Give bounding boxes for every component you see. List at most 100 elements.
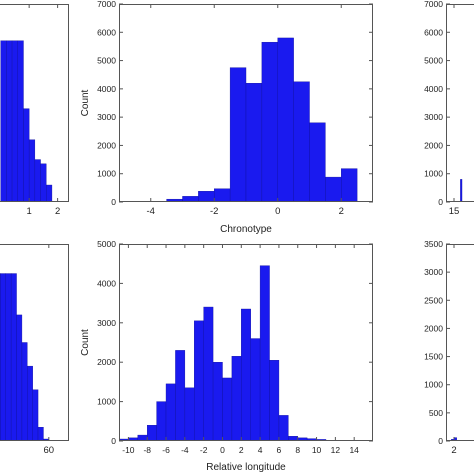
x-axis-label: Chronotype (220, 224, 272, 235)
histogram-bar (269, 360, 280, 441)
histogram-bar (23, 108, 30, 202)
x-tick-label: 14 (349, 445, 359, 455)
y-tick-label: 0 (111, 436, 116, 446)
x-tick-label: -2 (200, 445, 208, 455)
histogram-bar (5, 273, 12, 441)
histogram-bar (214, 188, 231, 202)
histogram-bar (309, 122, 326, 202)
histogram-bar (21, 342, 28, 441)
x-tick-label: 15 (449, 206, 460, 217)
panel-bottom-left-bars (0, 273, 50, 441)
y-tick-label: 5000 (97, 239, 116, 249)
histogram-bar (40, 163, 47, 202)
x-tick-label: 0 (275, 206, 280, 217)
histogram-bar (0, 273, 6, 441)
x-tick-label: 2 (451, 445, 456, 456)
histogram-bar (28, 139, 36, 202)
y-tick-label: 2000 (97, 140, 116, 150)
panel-top-right: 15 0 1000 2000 3000 4000 5000 6000 7000 (424, 0, 474, 217)
x-tick-label: 2 (339, 206, 344, 217)
y-tick-label: 4000 (97, 84, 116, 94)
y-tick-label: 1000 (424, 169, 443, 179)
histogram-bar (32, 389, 39, 441)
panel-top-middle-frame (119, 4, 373, 202)
histogram-bar (212, 362, 223, 441)
histogram-bar (175, 350, 186, 441)
histogram-bar (460, 179, 463, 202)
panel-bottom-middle: -10 -8 -6 -4 -2 0 2 4 6 8 10 12 14 0 1000 2000 3000 4000 5… (80, 239, 373, 473)
histogram-bar (229, 67, 247, 202)
histogram-bar (11, 40, 18, 202)
histogram-bar (222, 377, 233, 441)
panel-bottom-left: 60 (0, 244, 69, 456)
y-tick-label: 5000 (424, 56, 443, 66)
y-tick-label: 5000 (97, 56, 116, 66)
x-tick-label: -6 (162, 445, 170, 455)
panel-top-left-frame (0, 4, 69, 202)
y-axis-label: Count (80, 329, 91, 356)
histogram-bar (293, 81, 310, 202)
y-tick-label: 0 (111, 197, 116, 207)
histogram-bar (34, 159, 41, 202)
y-tick-label: 2000 (424, 323, 443, 333)
histogram-bar (10, 273, 17, 441)
panel-top-right-bars (460, 179, 463, 202)
x-tick-label: 6 (277, 445, 282, 455)
panel-top-right-frame (446, 4, 474, 202)
y-tick-label: 0 (438, 197, 443, 207)
y-tick-label: 1000 (97, 397, 116, 407)
histogram-bar (27, 365, 33, 441)
x-tick-label: 12 (331, 445, 341, 455)
panel-bottom-right-frame (446, 244, 474, 441)
histogram-bar (0, 40, 7, 202)
y-tick-label: 7000 (424, 0, 443, 9)
histogram-bar (278, 415, 289, 441)
histogram-bar (259, 265, 270, 441)
histogram-bar (203, 306, 214, 441)
y-tick-label: 3000 (97, 112, 116, 122)
panel-bottom-middle-frame (119, 244, 373, 441)
x-tick-label: -4 (181, 445, 189, 455)
x-tick-label: 1 (27, 206, 32, 217)
y-tick-label: 3000 (97, 318, 116, 328)
y-tick-label: 500 (429, 408, 443, 418)
histogram-bar (46, 184, 53, 202)
histogram-bar (241, 308, 251, 441)
histogram-bar (6, 40, 13, 202)
x-tick-label: -2 (210, 206, 218, 217)
y-tick-label: 1000 (97, 169, 116, 179)
y-tick-label: 1500 (424, 352, 443, 362)
y-tick-label: 0 (438, 436, 443, 446)
y-tick-label: 6000 (424, 27, 443, 37)
histogram-bar (156, 401, 167, 441)
x-tick-label: -4 (147, 206, 155, 217)
y-tick-label: 3000 (424, 267, 443, 277)
histogram-bar (245, 82, 263, 202)
y-tick-label: 3000 (424, 112, 443, 122)
y-tick-label: 7000 (97, 0, 116, 9)
panel-bottom-middle-bars (119, 265, 345, 441)
y-axis-label: Count (80, 89, 91, 116)
x-tick-label: 4 (258, 445, 263, 455)
x-tick-label: 8 (295, 445, 300, 455)
x-axis-label: Relative longitude (206, 462, 286, 473)
panel-bottom-left-frame (0, 244, 69, 441)
histogram-bar (37, 427, 44, 441)
x-tick-label: 0 (220, 445, 225, 455)
y-tick-label: 4000 (424, 84, 443, 94)
y-tick-label: 1000 (424, 380, 443, 390)
y-tick-label: 6000 (97, 27, 116, 37)
histogram-bar (147, 425, 157, 441)
x-tick-label: 2 (239, 445, 244, 455)
histogram-bar (261, 41, 278, 202)
y-tick-label: 3500 (424, 239, 443, 249)
histogram-bar (325, 176, 342, 202)
histogram-bar (198, 191, 215, 202)
histogram-bar (341, 168, 358, 202)
y-tick-label: 2000 (97, 357, 116, 367)
histogram-bar (184, 387, 195, 441)
histogram-bar (231, 356, 242, 441)
histogram-bar (165, 383, 176, 441)
